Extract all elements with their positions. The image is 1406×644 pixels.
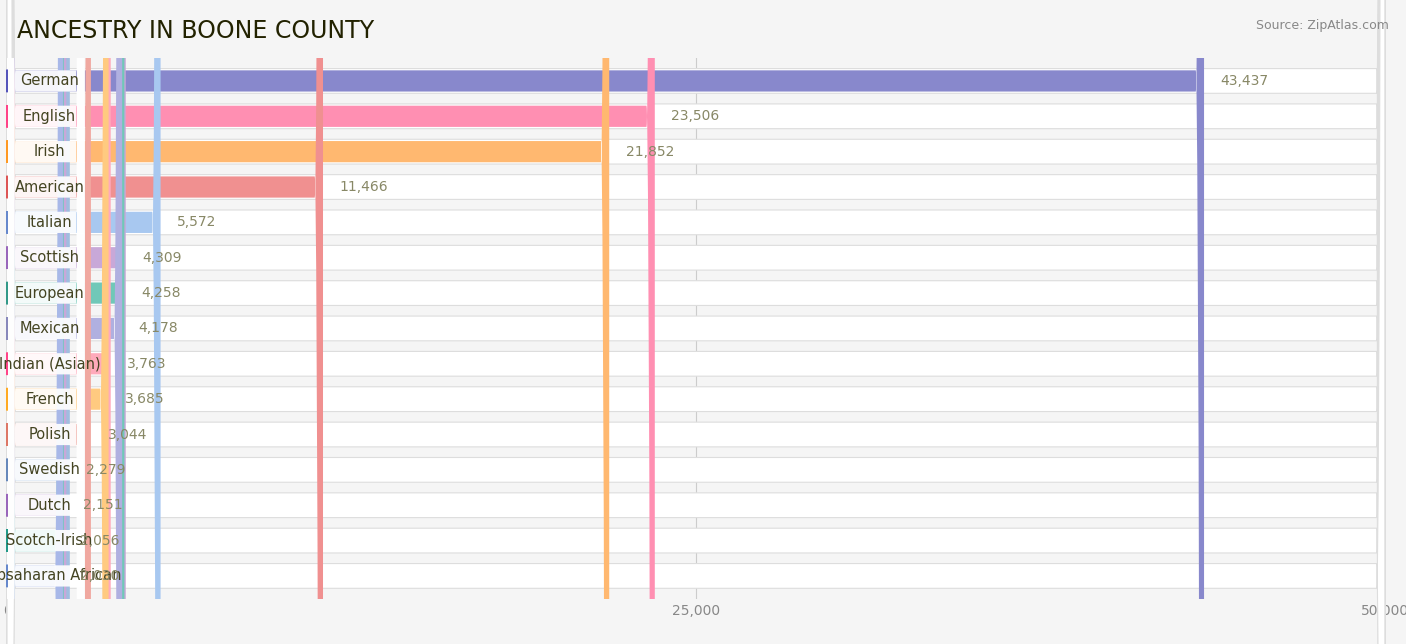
Text: 21,852: 21,852 xyxy=(626,145,673,158)
Text: German: German xyxy=(20,73,79,88)
Text: English: English xyxy=(22,109,76,124)
Text: 4,258: 4,258 xyxy=(141,286,180,300)
FancyBboxPatch shape xyxy=(7,0,1385,644)
FancyBboxPatch shape xyxy=(7,0,84,644)
FancyBboxPatch shape xyxy=(7,0,84,644)
Text: European: European xyxy=(14,285,84,301)
FancyBboxPatch shape xyxy=(7,0,84,644)
Text: 5,572: 5,572 xyxy=(177,215,217,229)
Text: Mexican: Mexican xyxy=(20,321,80,336)
FancyBboxPatch shape xyxy=(7,0,84,644)
Text: American: American xyxy=(14,180,84,194)
FancyBboxPatch shape xyxy=(7,0,124,644)
Text: 3,685: 3,685 xyxy=(125,392,165,406)
FancyBboxPatch shape xyxy=(7,0,160,644)
FancyBboxPatch shape xyxy=(7,0,1385,644)
FancyBboxPatch shape xyxy=(7,0,70,644)
FancyBboxPatch shape xyxy=(7,0,84,644)
Text: 4,309: 4,309 xyxy=(142,251,181,265)
Text: 2,151: 2,151 xyxy=(83,498,122,512)
FancyBboxPatch shape xyxy=(7,0,84,644)
Text: Swedish: Swedish xyxy=(20,462,80,477)
FancyBboxPatch shape xyxy=(7,0,84,644)
Text: 3,763: 3,763 xyxy=(128,357,167,371)
FancyBboxPatch shape xyxy=(7,0,1385,644)
Text: Subsaharan African: Subsaharan African xyxy=(0,569,121,583)
Text: French: French xyxy=(25,392,73,406)
FancyBboxPatch shape xyxy=(7,0,84,644)
FancyBboxPatch shape xyxy=(7,0,1385,644)
FancyBboxPatch shape xyxy=(7,0,1385,644)
Text: 2,056: 2,056 xyxy=(80,534,120,547)
FancyBboxPatch shape xyxy=(7,0,84,644)
Text: 2,279: 2,279 xyxy=(86,463,127,477)
FancyBboxPatch shape xyxy=(7,0,63,644)
FancyBboxPatch shape xyxy=(7,0,1385,644)
FancyBboxPatch shape xyxy=(7,0,84,644)
FancyBboxPatch shape xyxy=(7,0,655,644)
Text: ANCESTRY IN BOONE COUNTY: ANCESTRY IN BOONE COUNTY xyxy=(17,19,374,43)
Text: Scotch-Irish: Scotch-Irish xyxy=(6,533,93,548)
FancyBboxPatch shape xyxy=(7,0,1385,644)
FancyBboxPatch shape xyxy=(7,0,111,644)
FancyBboxPatch shape xyxy=(7,0,63,644)
Text: 11,466: 11,466 xyxy=(339,180,388,194)
FancyBboxPatch shape xyxy=(7,0,1385,644)
FancyBboxPatch shape xyxy=(7,0,1385,644)
FancyBboxPatch shape xyxy=(7,0,1385,644)
Text: Dutch: Dutch xyxy=(28,498,72,513)
Text: Irish: Irish xyxy=(34,144,65,159)
Text: Italian: Italian xyxy=(27,215,72,230)
FancyBboxPatch shape xyxy=(7,0,84,644)
Text: 23,506: 23,506 xyxy=(671,109,720,123)
FancyBboxPatch shape xyxy=(7,0,84,644)
Text: 3,044: 3,044 xyxy=(107,428,146,442)
FancyBboxPatch shape xyxy=(7,0,323,644)
Text: Scottish: Scottish xyxy=(20,251,79,265)
FancyBboxPatch shape xyxy=(7,0,1385,644)
FancyBboxPatch shape xyxy=(7,0,125,644)
FancyBboxPatch shape xyxy=(7,0,66,644)
FancyBboxPatch shape xyxy=(7,0,108,644)
FancyBboxPatch shape xyxy=(7,0,1204,644)
Text: Source: ZipAtlas.com: Source: ZipAtlas.com xyxy=(1256,19,1389,32)
Text: Indian (Asian): Indian (Asian) xyxy=(0,356,100,372)
FancyBboxPatch shape xyxy=(7,0,91,644)
Text: Polish: Polish xyxy=(28,427,70,442)
FancyBboxPatch shape xyxy=(7,0,1385,644)
Text: 4,178: 4,178 xyxy=(139,321,179,336)
FancyBboxPatch shape xyxy=(7,0,609,644)
FancyBboxPatch shape xyxy=(7,0,84,644)
Text: 43,437: 43,437 xyxy=(1220,74,1268,88)
FancyBboxPatch shape xyxy=(7,0,1385,644)
FancyBboxPatch shape xyxy=(7,0,122,644)
Text: 2,030: 2,030 xyxy=(80,569,120,583)
FancyBboxPatch shape xyxy=(7,0,84,644)
FancyBboxPatch shape xyxy=(7,0,1385,644)
FancyBboxPatch shape xyxy=(7,0,1385,644)
FancyBboxPatch shape xyxy=(7,0,84,644)
